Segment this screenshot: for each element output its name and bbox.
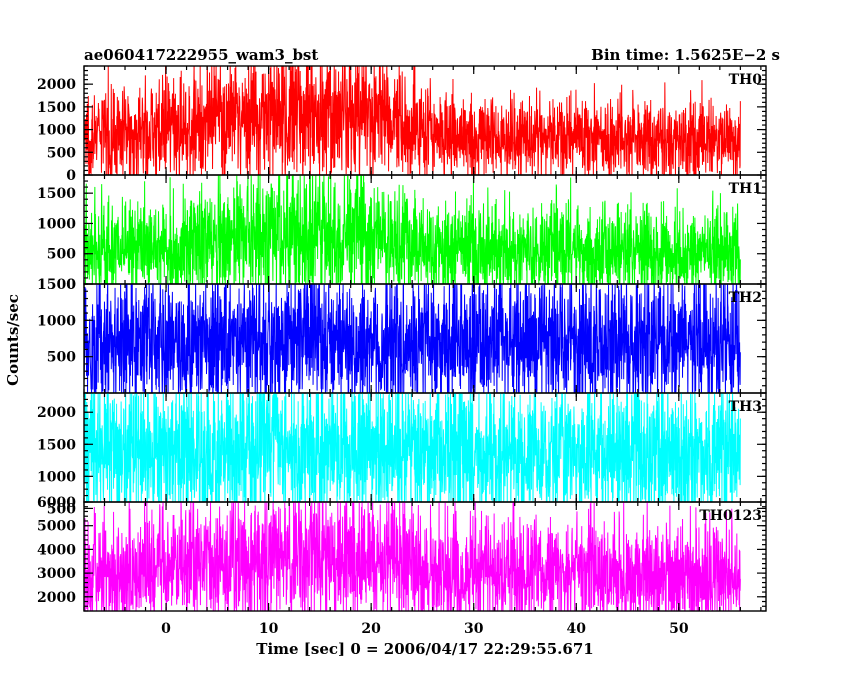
- x-tick-label: 40: [567, 621, 587, 637]
- series-th1: [84, 175, 741, 284]
- series-th2: [84, 284, 741, 393]
- y-tick-label: 1000: [37, 216, 76, 232]
- panel-frame: [83, 501, 767, 612]
- y-axis-label: Counts/sec: [4, 294, 22, 386]
- y-tick-label: 0: [66, 277, 76, 293]
- y-tick-label: 500: [47, 247, 76, 263]
- x-tick-label: 0: [161, 621, 171, 637]
- panel-label: TH2: [729, 290, 762, 306]
- chart-title: ae060417222955_wam3_bst: [84, 46, 318, 64]
- x-axis-label: Time [sec] 0 = 2006/04/17 22:29:55.671: [256, 640, 593, 658]
- y-tick-label: 2000: [37, 590, 76, 606]
- panel-th3: TH3 500 1000 1500 2000: [37, 392, 767, 517]
- panel-label: TH0123: [699, 508, 762, 524]
- series-th0123: [84, 502, 741, 611]
- panels-layer: TH00500100015002000TH1050010001500TH2500…: [37, 65, 767, 637]
- series-th3: [84, 393, 741, 502]
- y-tick-label: 1500: [37, 437, 76, 453]
- y-tick-label: 3000: [37, 566, 76, 582]
- panel-label: TH0: [729, 72, 763, 88]
- y-tick-label: 0: [66, 168, 76, 184]
- y-tick-label: 2000: [37, 405, 76, 421]
- y-tick-label: 500: [47, 501, 76, 517]
- y-tick-label: 4000: [37, 542, 76, 558]
- panel-th2: TH2 500 1000 1500: [37, 277, 767, 394]
- y-tick-label: 1500: [37, 277, 76, 293]
- y-tick-label: 1500: [37, 186, 76, 202]
- y-tick-label: 1500: [37, 100, 76, 116]
- panel-th1: TH1 0 500 1000 1500: [37, 174, 767, 293]
- series-th0: [84, 66, 741, 175]
- y-tick-label: 1000: [37, 313, 76, 329]
- panel-th0123: TH0123 2000 3000 4000 5000 6000 0 10 20 30 40 50: [37, 495, 767, 637]
- panel-th0: TH0 0 500 1000 1500 2000: [37, 65, 767, 184]
- x-tick-label: 30: [464, 621, 484, 637]
- bin-time-label: Bin time: 1.5625E−2 s: [591, 46, 780, 64]
- x-tick-label: 50: [669, 621, 689, 637]
- x-tick-label: 10: [259, 621, 279, 637]
- y-tick-label: 500: [47, 350, 76, 366]
- y-tick-label: 6000: [37, 495, 76, 511]
- y-tick-label: 1000: [37, 123, 76, 139]
- x-tick-label: 20: [361, 621, 381, 637]
- y-tick-label: 2000: [37, 77, 76, 93]
- y-tick-label: 1000: [37, 469, 76, 485]
- y-tick-label: 500: [47, 145, 76, 161]
- y-tick-label: 5000: [37, 519, 76, 535]
- panel-label: TH1: [729, 181, 762, 197]
- panel-label: TH3: [729, 399, 762, 415]
